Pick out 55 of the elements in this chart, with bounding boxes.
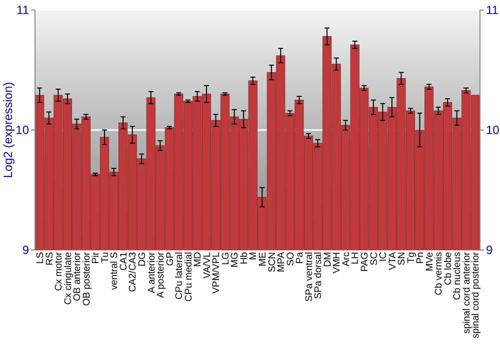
- x-tick-label: A anterior: [146, 251, 158, 294]
- x-tick-label: Pn: [415, 252, 426, 264]
- x-tick-label: Hb: [238, 252, 250, 264]
- x-tick-label: CA2/CA3: [128, 252, 139, 292]
- x-tick-label: SPa dorsal: [313, 252, 324, 299]
- x-tick-label: ME: [257, 252, 268, 266]
- x-tick-label: spinal cord posterior: [470, 251, 482, 338]
- x-tick-label: LG: [220, 252, 232, 265]
- x-tick-label: VTA: [387, 251, 398, 270]
- x-tick-label: GP: [164, 252, 176, 266]
- x-tick-label: SN: [396, 252, 408, 266]
- x-tick-label: Cb nucleus: [452, 252, 464, 300]
- x-tick-label: Arc: [340, 252, 352, 266]
- x-tick-label: Cb vermis: [434, 252, 445, 296]
- y2-tick-label: 11: [486, 3, 499, 18]
- x-tick-label: OB anterior: [72, 251, 84, 302]
- y-tick-label: 10: [16, 123, 30, 138]
- x-tick-label: LS: [34, 252, 46, 264]
- x-tick-label: Cx motor: [54, 251, 65, 291]
- x-tick-label: VA/VL: [202, 251, 213, 278]
- x-tick-label: Tu: [100, 252, 111, 263]
- y2-tick-label: 9: [486, 243, 493, 258]
- x-tick-label: MVe: [424, 252, 436, 272]
- x-tick-label: SPa ventral: [304, 252, 315, 302]
- x-tick-label: M: [248, 252, 260, 260]
- x-tick-label: SC: [368, 252, 380, 266]
- x-tick-label: IC: [378, 252, 390, 262]
- x-tick-label: CA1: [118, 252, 130, 271]
- x-tick-label: A posterior: [156, 251, 167, 298]
- x-tick-label: OB posterior: [81, 251, 92, 306]
- x-tick-label: PAG: [359, 252, 370, 272]
- x-tick-label: MG: [230, 252, 241, 268]
- x-tick-label: SCN: [266, 252, 278, 272]
- x-tick-label: Cb lobe: [442, 252, 454, 286]
- x-tick-label: RS: [44, 252, 56, 266]
- x-tick-label: MD: [192, 252, 204, 267]
- x-tick-label: VPM/VPL: [211, 251, 222, 294]
- y2-tick-label: 10: [486, 123, 500, 138]
- y-tick-label: 11: [16, 3, 30, 18]
- x-tick-label: VMH: [332, 252, 343, 274]
- x-tick-label: Cx cingulate: [62, 252, 74, 305]
- x-tick-label: Pa: [294, 251, 306, 264]
- x-tick-label: Pir: [90, 251, 102, 264]
- x-tick-label: LH: [350, 252, 362, 264]
- x-tick-label: DM: [322, 252, 334, 267]
- x-tick-label: spinal cord anterior: [461, 251, 472, 334]
- x-tick-label: MPA: [276, 251, 288, 272]
- x-tick-label: CPu lateral: [174, 252, 186, 300]
- y-tick-label: 9: [22, 243, 30, 258]
- x-tick-label: Tg: [406, 252, 417, 264]
- y-axis-title: Log2 (expression): [1, 82, 15, 178]
- x-tick-label: SO: [285, 252, 296, 266]
- x-tick-label: CPu medial: [183, 252, 194, 302]
- x-tick-label: ventral S: [109, 252, 120, 290]
- x-tick-label: DG: [136, 252, 148, 266]
